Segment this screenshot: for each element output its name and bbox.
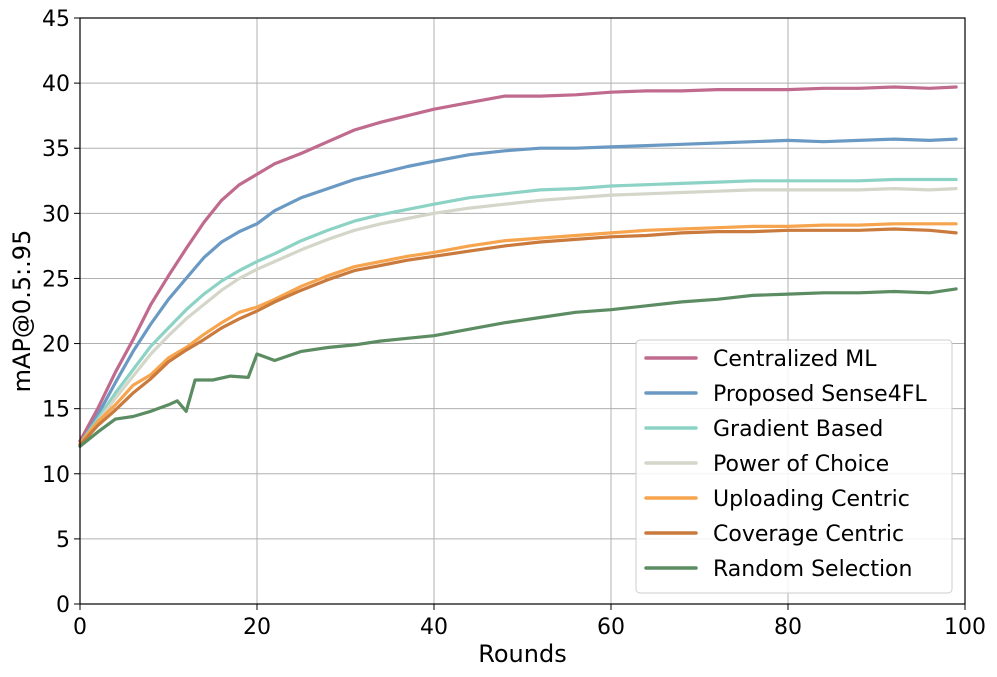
plot-frame	[79, 17, 966, 605]
y-tick-label: 20	[42, 333, 70, 358]
series-line-random-selection	[78, 287, 958, 448]
x-tick-label: 40	[420, 615, 448, 640]
axis-ticks: 0 20 40 60 80 100 0 5 10 15 20 25 30 35 40 45	[42, 7, 986, 640]
y-tick-label: 10	[42, 463, 70, 488]
x-axis-title: Rounds	[478, 640, 566, 668]
legend-label-uploading-centric: Uploading Centric	[713, 487, 910, 512]
y-axis-title: mAP@0.5:.95	[8, 230, 36, 393]
y-tick-label: 35	[42, 137, 70, 162]
series-lines	[78, 85, 958, 448]
legend-entries: Centralized ML Proposed Sense4FL Gradient …	[644, 347, 927, 582]
plot-area: 0 20 40 60 80 100 0 5 10 15 20 25 30 35 40 45	[42, 7, 986, 640]
x-tick-label: 100	[944, 615, 986, 640]
x-tick-label: 60	[597, 615, 625, 640]
x-tick-label: 20	[243, 615, 271, 640]
legend-label-gradient-based: Gradient Based	[713, 417, 883, 442]
x-tick-label: 0	[73, 615, 87, 640]
x-tick-label: 80	[774, 615, 802, 640]
series-line-centralized-ml	[78, 85, 958, 443]
legend-label-coverage-centric: Coverage Centric	[713, 522, 904, 547]
series-line-proposed-sense4fl	[78, 137, 958, 447]
legend-box	[635, 339, 953, 594]
legend-label-proposed-sense4fl: Proposed Sense4FL	[713, 382, 927, 407]
series-line-uploading-centric	[78, 222, 958, 446]
series-line-gradient-based	[78, 177, 958, 446]
legend: Centralized ML Proposed Sense4FL Gradient …	[635, 339, 953, 594]
y-tick-label: 5	[56, 528, 70, 553]
series-line-power-of-choice	[78, 187, 958, 447]
y-tick-label: 40	[42, 72, 70, 97]
y-tick-label: 15	[42, 398, 70, 423]
legend-label-random-selection: Random Selection	[713, 557, 912, 582]
legend-label-centralized-ml: Centralized ML	[713, 347, 877, 372]
y-tick-label: 45	[42, 7, 70, 32]
legend-label-power-of-choice: Power of Choice	[713, 452, 889, 477]
y-tick-label: 30	[42, 202, 70, 227]
series-line-coverage-centric	[78, 227, 958, 447]
y-tick-label: 25	[42, 267, 70, 292]
y-tick-label: 0	[56, 593, 70, 618]
